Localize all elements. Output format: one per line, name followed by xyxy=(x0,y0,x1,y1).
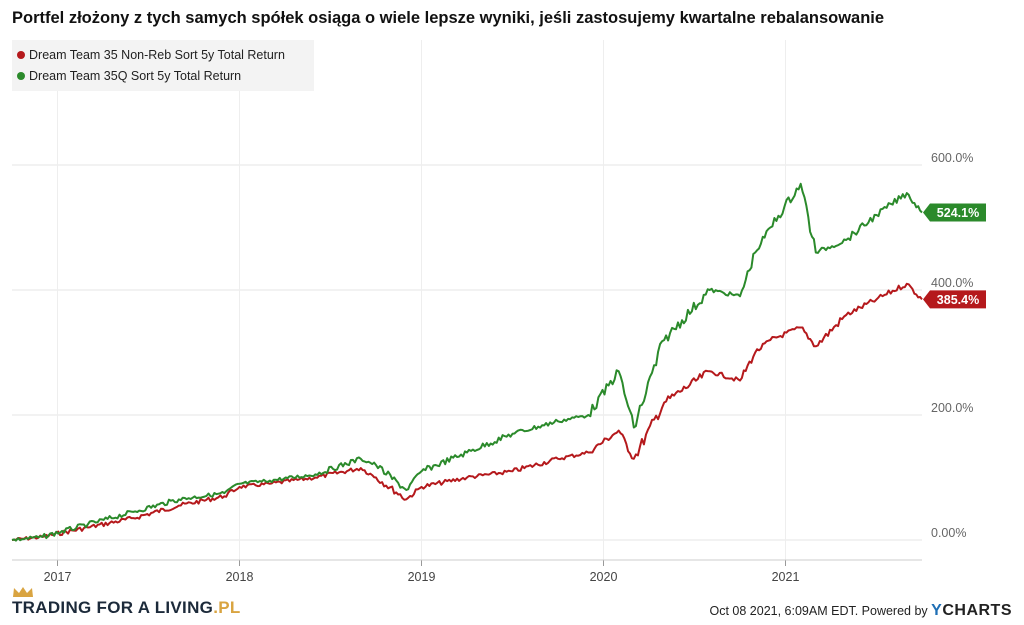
end-label-bg xyxy=(923,203,986,222)
end-label-bg xyxy=(923,290,986,309)
footer-credit-text: Oct 08 2021, 6:09AM EDT. Powered by xyxy=(709,604,932,618)
legend-item-quarterly[interactable]: Dream Team 35Q Sort 5y Total Return xyxy=(17,69,242,83)
brand-logo[interactable]: TRADING FOR A LIVING.PL xyxy=(12,598,241,618)
y-tick-label: 400.0% xyxy=(931,276,973,290)
legend-item-non-reb[interactable]: Dream Team 35 Non-Reb Sort 5y Total Retu… xyxy=(17,48,285,62)
x-tick-label: 2017 xyxy=(44,570,72,584)
ycharts-logo-y: Y xyxy=(931,602,943,619)
end-label-1: 524.1% xyxy=(923,203,986,222)
y-tick-label: 600.0% xyxy=(931,151,973,165)
end-label-text: 524.1% xyxy=(937,206,979,220)
series-lines xyxy=(11,182,923,542)
end-label-0: 385.4% xyxy=(923,290,986,309)
legend-label-quarterly: Dream Team 35Q Sort 5y Total Return xyxy=(29,69,242,83)
y-axis-ticks: 0.00% 200.0% 400.0% 600.0% xyxy=(931,151,973,540)
legend-dot-non-reb xyxy=(17,51,25,59)
ycharts-logo[interactable]: YCHARTS xyxy=(931,602,1012,619)
end-label-text: 385.4% xyxy=(937,293,979,307)
legend-label-non-reb: Dream Team 35 Non-Reb Sort 5y Total Retu… xyxy=(29,48,285,62)
x-tick-label: 2019 xyxy=(408,570,436,584)
footer-credit: Oct 08 2021, 6:09AM EDT. Powered by YCHA… xyxy=(710,602,1013,620)
y-tick-label: 200.0% xyxy=(931,401,973,415)
x-tick-label: 2021 xyxy=(772,570,800,584)
legend[interactable]: Dream Team 35 Non-Reb Sort 5y Total Retu… xyxy=(12,40,314,91)
series-line-0 xyxy=(11,282,923,541)
series-line-1 xyxy=(11,182,923,542)
x-tick-label: 2020 xyxy=(590,570,618,584)
chart-title: Portfel złożony z tych samych spółek osi… xyxy=(12,9,885,27)
grid-lines xyxy=(12,40,922,560)
y-tick-label: 0.00% xyxy=(931,526,966,540)
legend-dot-quarterly xyxy=(17,72,25,80)
brand-suffix: .PL xyxy=(213,598,241,617)
brand-name: TRADING FOR A LIVING xyxy=(12,598,214,617)
x-axis-ticks: 2017 2018 2019 2020 2021 xyxy=(12,559,922,584)
ycharts-logo-rest: CHARTS xyxy=(942,602,1012,619)
crown-icon xyxy=(13,587,33,597)
end-labels: 385.4% 524.1% xyxy=(923,203,986,309)
x-tick-label: 2018 xyxy=(226,570,254,584)
